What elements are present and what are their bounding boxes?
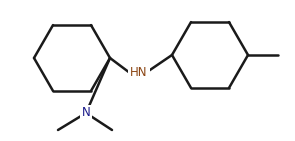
Text: N: N — [82, 106, 90, 120]
Text: HN: HN — [130, 66, 148, 79]
